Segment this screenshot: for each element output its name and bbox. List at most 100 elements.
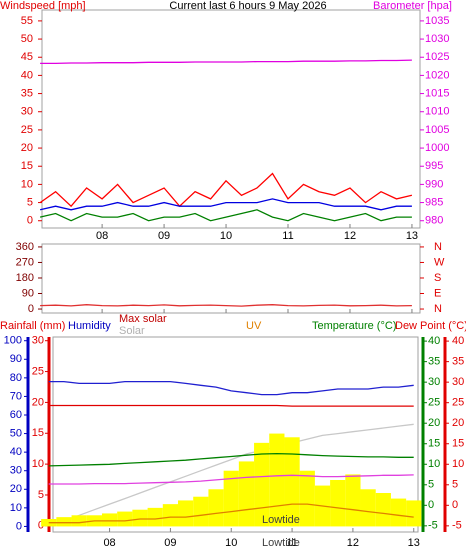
axis-label: Windspeed [mph]: [0, 0, 86, 12]
y-tick-label: 90: [10, 353, 22, 365]
y-tick-label: 40: [21, 69, 33, 81]
chart-title: Current last 6 hours 9 May 2026: [169, 0, 326, 12]
y-tick-label: N: [434, 303, 442, 315]
plot-frame: [41, 9, 421, 229]
x-tick-label: 11: [286, 537, 297, 549]
y-tick-label: 100: [4, 335, 22, 347]
solar-bar: [360, 489, 376, 527]
legend-label: UV: [246, 320, 262, 332]
y-tick-label: 10: [428, 458, 440, 470]
solar-bar: [162, 504, 179, 527]
x-tick-label: 10: [225, 537, 237, 549]
y-tick-label: E: [434, 287, 441, 299]
y-tick-label: -5: [452, 520, 462, 532]
x-tick-label: 12: [347, 537, 359, 549]
y-tick-label: N: [434, 241, 442, 253]
series-line: [48, 474, 414, 485]
y-tick-label: 1020: [425, 69, 449, 81]
solar-bar: [299, 470, 315, 527]
plot-frame: [41, 243, 421, 314]
y-tick-label: 25: [452, 397, 464, 409]
annotation: Lowtide: [262, 537, 300, 549]
y-tick-label: 10: [10, 502, 22, 514]
solar-bar: [178, 500, 194, 527]
y-tick-label: 70: [10, 390, 22, 402]
y-tick-label: 20: [32, 396, 44, 408]
series-line: [48, 423, 414, 526]
y-tick-label: 1015: [425, 87, 449, 99]
series-line: [40, 59, 412, 65]
y-tick-label: 40: [10, 446, 22, 458]
y-tick-label: 5: [38, 489, 44, 501]
y-tick-label: 5: [452, 479, 458, 491]
y-tick-label: 980: [425, 215, 443, 227]
series-line: [48, 404, 414, 407]
y-tick-label: 1000: [425, 142, 449, 154]
y-tick-label: 0: [38, 520, 44, 532]
solar-bar: [406, 500, 422, 527]
y-tick-label: 30: [32, 335, 44, 347]
solar-bar: [101, 513, 118, 527]
solar-bar: [117, 511, 133, 527]
y-tick-label: 1005: [425, 124, 449, 136]
y-tick-label: 20: [21, 142, 33, 154]
solar-bar: [208, 489, 224, 527]
series-line: [39, 209, 412, 222]
y-tick-label: 40: [428, 335, 440, 347]
axis-label: Barometer [hpa]: [373, 0, 452, 12]
y-tick-label: 20: [428, 417, 440, 429]
y-tick-label: -5: [428, 520, 438, 532]
y-tick-label: 990: [425, 178, 443, 190]
y-tick-label: 35: [428, 356, 440, 368]
y-tick-label: 50: [21, 33, 33, 45]
x-tick-label: 08: [96, 230, 108, 242]
y-tick-label: 0: [16, 520, 22, 532]
y-tick-label: 80: [10, 372, 22, 384]
y-tick-label: 1035: [425, 15, 449, 27]
y-tick-label: 20: [452, 417, 464, 429]
y-tick-label: 25: [32, 365, 44, 377]
y-tick-label: 50: [10, 427, 22, 439]
solar-bar: [254, 442, 270, 527]
solar-bar: [330, 480, 346, 527]
series-line: [48, 503, 414, 524]
y-tick-label: 10: [32, 458, 44, 470]
y-tick-label: 30: [21, 106, 33, 118]
y-tick-label: 20: [10, 483, 22, 495]
y-tick-label: 15: [452, 438, 464, 450]
y-tick-label: S: [434, 272, 441, 284]
solar-bar: [375, 493, 391, 527]
axis-label: Dew Point (°C): [395, 320, 466, 332]
y-tick-label: 180: [16, 272, 34, 284]
series-line: [48, 452, 414, 467]
y-tick-label: 0: [428, 499, 434, 511]
solar-bar: [345, 474, 361, 527]
solar-bar: [269, 433, 285, 527]
x-tick-label: 13: [406, 230, 418, 242]
solar-bar: [132, 509, 148, 527]
series-line: [40, 304, 412, 307]
y-tick-label: 25: [428, 397, 440, 409]
solar-bar: [147, 507, 163, 527]
y-tick-label: 15: [21, 160, 33, 172]
y-tick-label: 45: [21, 51, 33, 63]
y-tick-label: 10: [21, 178, 33, 190]
x-tick-label: 08: [103, 537, 115, 549]
y-tick-label: 985: [425, 196, 443, 208]
solar-bar: [193, 496, 209, 527]
y-tick-label: W: [434, 256, 445, 268]
x-tick-label: 11: [282, 230, 293, 242]
x-tick-label: 09: [164, 537, 176, 549]
y-tick-label: 5: [428, 479, 434, 491]
y-tick-label: 1030: [425, 33, 449, 45]
series-line: [39, 172, 413, 208]
y-tick-label: 0: [28, 303, 34, 315]
legend-label: Max solar: [119, 313, 167, 325]
axis-label: Rainfall (mm): [0, 320, 65, 332]
y-tick-label: 1010: [425, 106, 449, 118]
y-tick-label: 60: [10, 409, 22, 421]
series-line: [48, 380, 414, 396]
y-tick-label: 35: [21, 87, 33, 99]
y-tick-label: 55: [21, 15, 33, 27]
